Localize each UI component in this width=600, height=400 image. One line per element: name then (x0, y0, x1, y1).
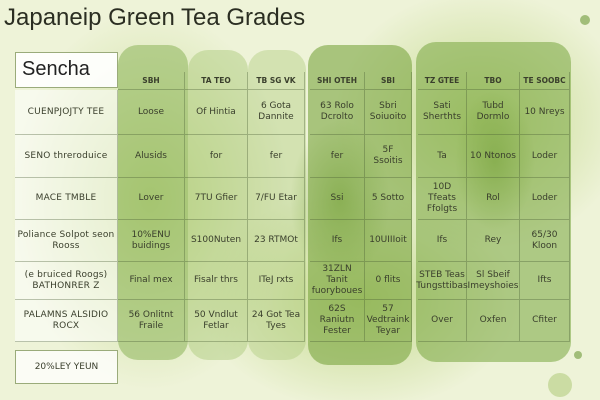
table-cell: 62S Raniutn Fester (310, 300, 365, 342)
table-cell: Final mex (118, 262, 185, 300)
table-cell: 63 Rolo Dcrolto (310, 90, 365, 135)
table-cell: 23 RTMOt (248, 220, 305, 262)
table-cell: 56 Onlitnt Fraile (118, 300, 185, 342)
table-cell: ITeJ rxts (248, 262, 305, 300)
title: Japaneip Green Tea Grades (4, 4, 306, 31)
table-cell: Ifs (418, 220, 467, 262)
row-label: SENO threroduice (15, 135, 118, 178)
table-cell: Tubd Dormlo (467, 90, 520, 135)
table-cell: fer (248, 135, 305, 178)
table-cell: 10UIIIoit (365, 220, 412, 262)
table-cell: S100Nuten (185, 220, 248, 262)
table-cell: Loose (118, 90, 185, 135)
table-cell: 10D Tfeats Ffolgts (418, 178, 467, 220)
table-cell: 57 Vedtraink Teyar (365, 300, 412, 342)
footer: 20%LEY YEUN (15, 350, 118, 384)
table-cell: Sl Sbeif Imeyshoies (467, 262, 520, 300)
label-box: Sencha (15, 52, 118, 88)
row-label: (e bruiced Roogs) BATHONRER Z (15, 262, 118, 300)
table-cell: Loder (520, 178, 570, 220)
table-cell: 10%ENU buidings (118, 220, 185, 262)
table-cell: STEB Teas Tungsttibas (416, 262, 468, 300)
table-cell: 5 Sotto (365, 178, 412, 220)
column-header: TB SG VK (248, 72, 305, 90)
table-cell: 50 Vndlut Fetlar (185, 300, 248, 342)
table-cell: 24 Got Tea Tyes (248, 300, 305, 342)
table-cell: Alusids (118, 135, 185, 178)
table-cell: Ifs (310, 220, 365, 262)
table-cell: Ssi (310, 178, 365, 220)
table-cell: for (185, 135, 248, 178)
table-cell: 7/FU Etar (248, 178, 305, 220)
table-cell: 7TU Gfier (185, 178, 248, 220)
row-label: CUENPJOJTY TEE (15, 90, 118, 135)
table-cell: Of Hintia (185, 90, 248, 135)
row-label: PALAMNS ALSIDIO ROCX (15, 300, 118, 342)
table-cell: 5F Ssoitis (365, 135, 412, 178)
table-cell: Loder (520, 135, 570, 178)
table-cell: 6 Gota Dannite (248, 90, 305, 135)
table-cell: 31ZLN Tanit fuoryboues (310, 262, 365, 300)
table-cell: Ifts (520, 262, 570, 300)
table-cell: Ta (418, 135, 467, 178)
row-label: MACE TMBLE (15, 178, 118, 220)
column-header: SBH (118, 72, 185, 90)
column-header: TZ GTEE (418, 72, 467, 90)
table-cell: 0 flits (365, 262, 412, 300)
table-cell: Oxfen (467, 300, 520, 342)
column-header: SBI (365, 72, 412, 90)
table-cell: Cfiter (520, 300, 570, 342)
column-header: TE SOOBC (520, 72, 570, 90)
table-cell: Over (418, 300, 467, 342)
table-cell: 10 Ntonos (467, 135, 520, 178)
column-header: SHI OTEH (310, 72, 365, 90)
table-cell: Rol (467, 178, 520, 220)
table-cell: 65/30 Kloon (520, 220, 570, 262)
table-cell: fer (310, 135, 365, 178)
row-label: Poliance Solpot seon Rooss (15, 220, 118, 262)
table-cell: Rey (467, 220, 520, 262)
column-header: TBO (467, 72, 520, 90)
table-cell: Sati Sherthts (418, 90, 467, 135)
table-cell: 10 Nreys (520, 90, 570, 135)
table-cell: Sbri Soiuoito (365, 90, 412, 135)
table-cell: Lover (118, 178, 185, 220)
column-header: TA TEO (185, 72, 248, 90)
table-cell: Fisalr thrs (185, 262, 248, 300)
